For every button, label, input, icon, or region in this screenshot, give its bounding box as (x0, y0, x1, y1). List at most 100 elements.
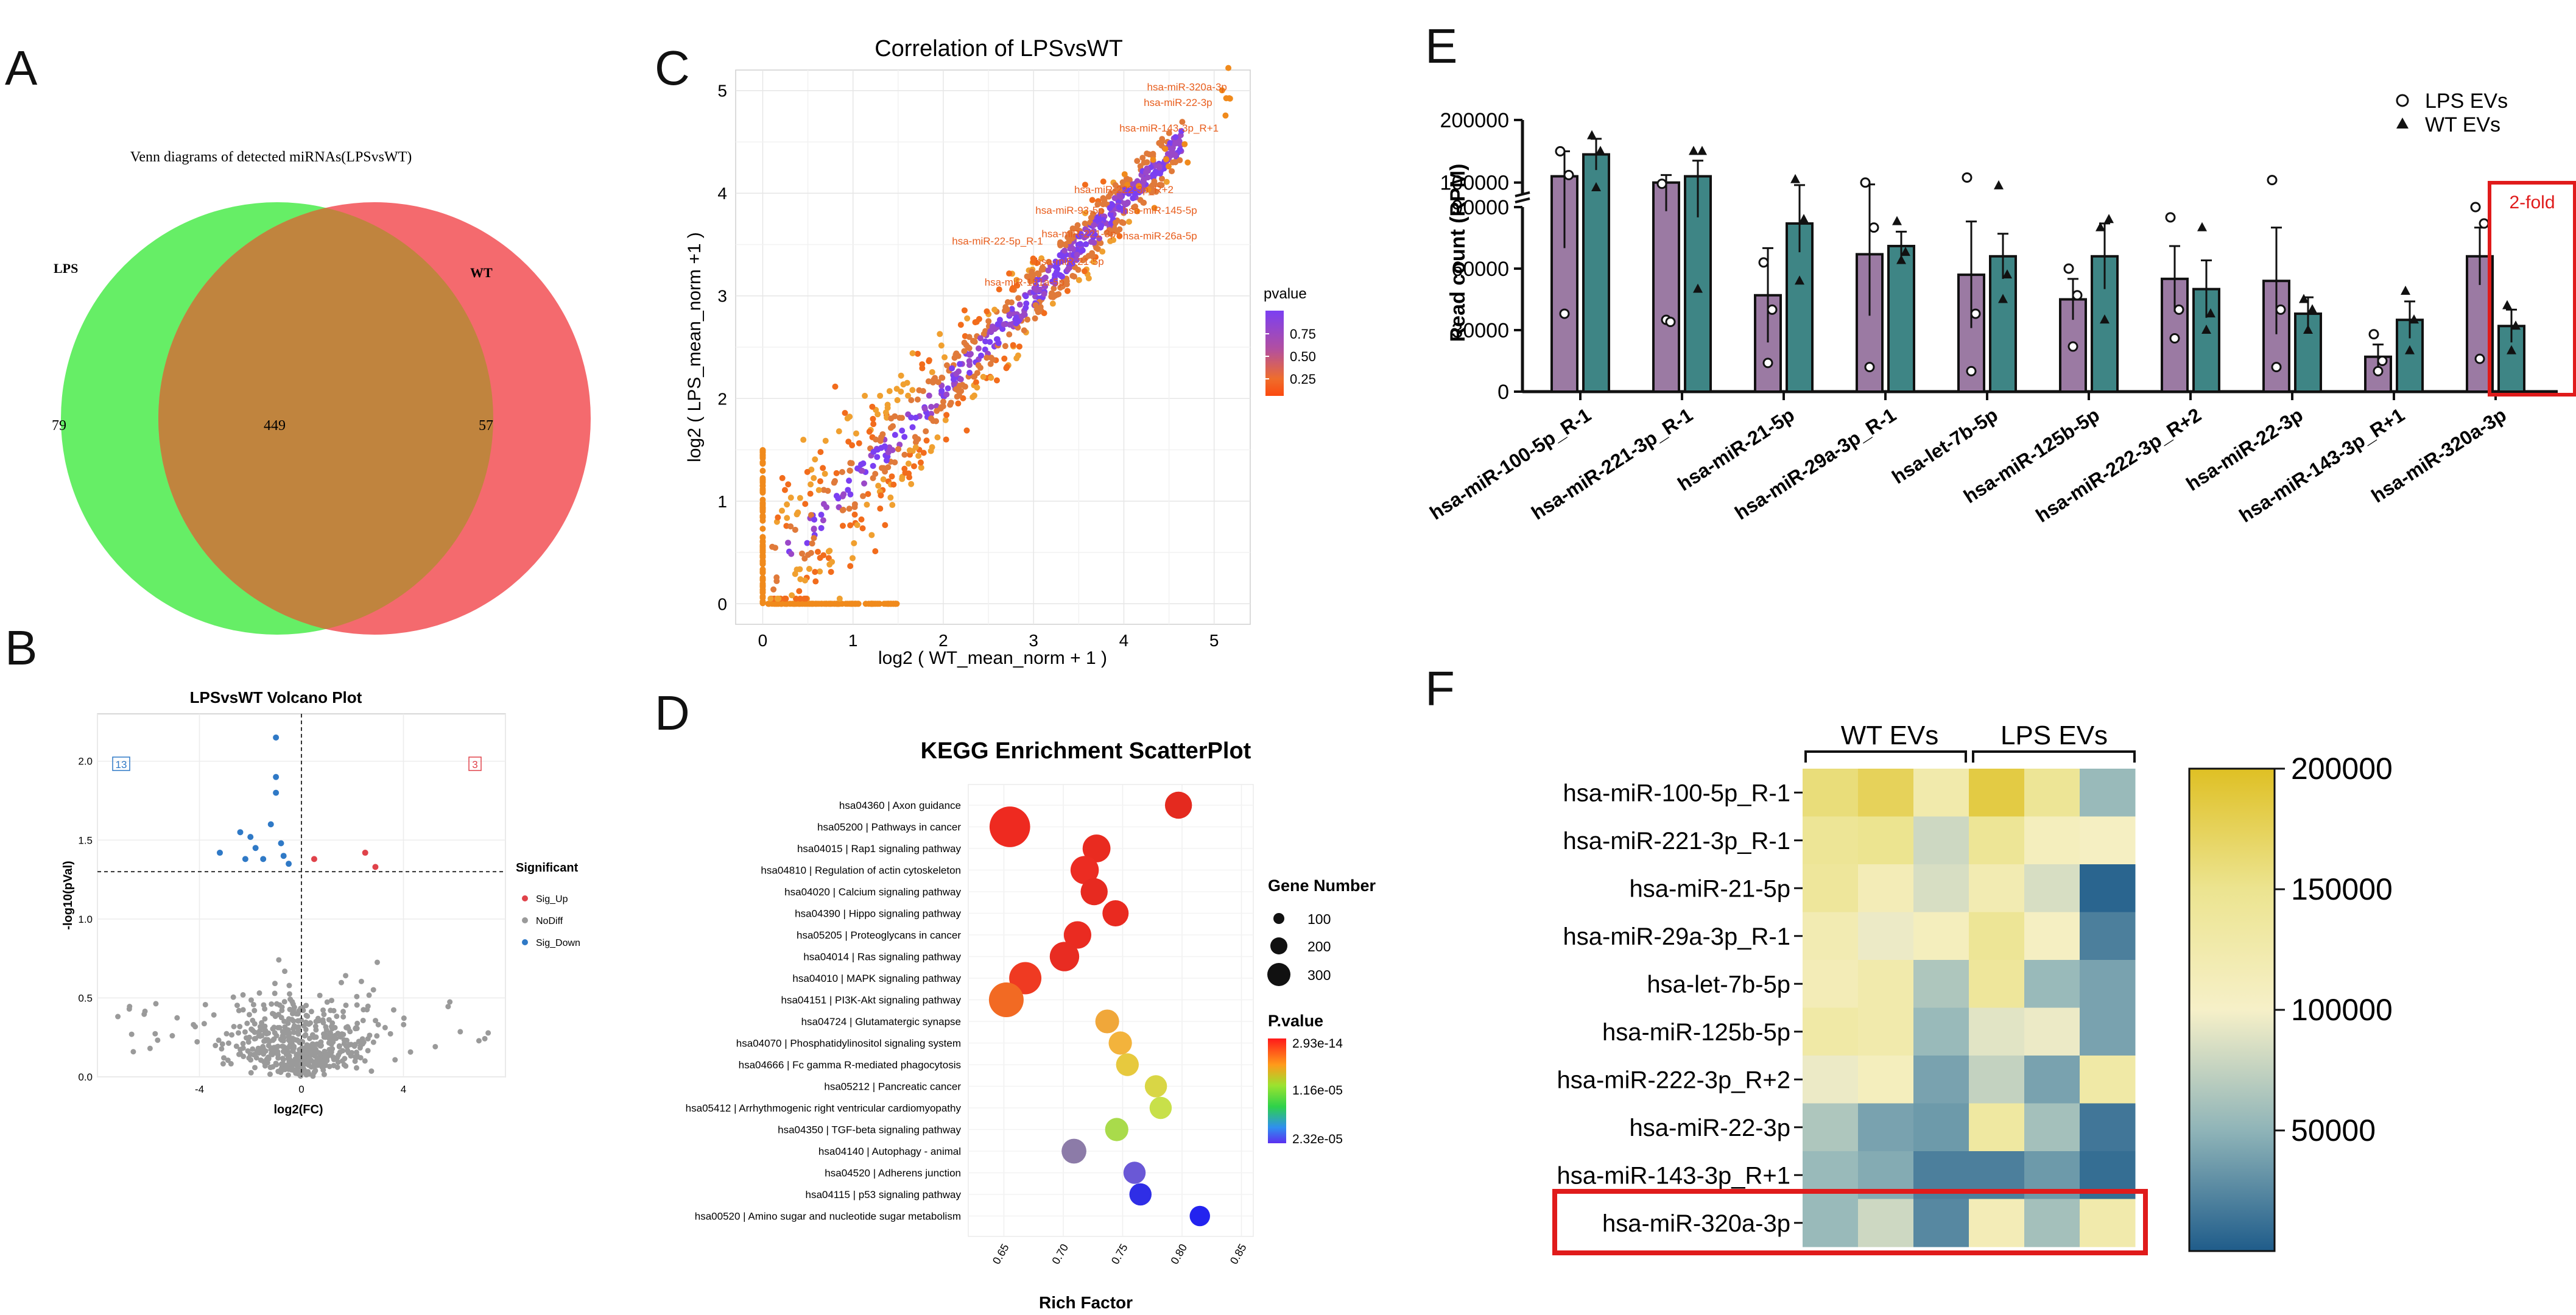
kegg-pathway-label: hsa04010 | MAPK signaling pathway (792, 973, 961, 984)
volcano-point-nodiff (219, 1046, 225, 1052)
heatmap-cell (2024, 912, 2080, 961)
volcano-point-nodiff (401, 1021, 407, 1028)
correlation-point (1225, 65, 1232, 71)
volcano-point-nodiff (225, 1057, 231, 1063)
correlation-point (846, 506, 853, 512)
correlation-ytick: 2 (717, 389, 727, 408)
correlation-point (1111, 195, 1118, 202)
bar-point-wt (2511, 320, 2521, 330)
heatmap-cell (2024, 1103, 2080, 1152)
volcano-up-count: 3 (472, 759, 477, 770)
correlation-point (1082, 220, 1088, 227)
correlation-point (1001, 321, 1007, 328)
correlation-point (1153, 188, 1160, 195)
kegg-pathway-dot (1144, 1075, 1167, 1098)
correlation-point (872, 548, 879, 555)
correlation-point (888, 415, 895, 422)
correlation-ytick: 5 (717, 82, 727, 100)
kegg-pathway-label: hsa04350 | TGF-beta signaling pathway (778, 1124, 961, 1136)
correlation-point (928, 404, 935, 411)
volcano-point-nodiff (279, 1066, 285, 1072)
correlation-point (926, 358, 932, 365)
panel-letter-b: B (5, 621, 38, 675)
bar-category-label: hsa-miR-29a-3p_R-1 (1731, 404, 1900, 524)
volcano-point-nodiff (300, 1049, 306, 1055)
correlation-point (1134, 208, 1141, 214)
heatmap-row-label: hsa-miR-100-5p_R-1 (1563, 780, 1790, 806)
correlation-point (848, 601, 854, 607)
heatmap-row-label: hsa-miR-222-3p_R+2 (1557, 1066, 1790, 1093)
correlation-point (953, 370, 960, 377)
volcano-point-nodiff (155, 1037, 161, 1043)
volcano-point-nodiff (273, 1001, 280, 1007)
correlation-point (926, 392, 932, 399)
correlation-legend-tick: 0.50 (1290, 349, 1316, 364)
correlation-point (963, 427, 970, 434)
correlation-point (1134, 158, 1141, 164)
correlation-point (908, 397, 915, 403)
heatmap-group-lps: LPS EVs (2001, 721, 2108, 750)
volcano-ytick: 1.0 (78, 914, 93, 925)
bar-category-label: hsa-miR-221-3p_R-1 (1527, 404, 1697, 524)
correlation-point (879, 465, 885, 471)
volcano-point-nodiff (352, 1054, 358, 1060)
volcano-point-nodiff (445, 1004, 451, 1010)
volcano-point-sig-down (273, 789, 280, 796)
correlation-point (883, 457, 890, 464)
volcano-point-nodiff (242, 1029, 248, 1035)
volcano-point-nodiff (128, 1031, 135, 1037)
correlation-point (802, 501, 809, 507)
correlation-point (767, 595, 774, 602)
volcano-point-nodiff (262, 1016, 268, 1022)
volcano-point-nodiff (313, 1027, 319, 1033)
correlation-point (820, 552, 827, 559)
bar-point-wt (2201, 325, 2211, 334)
volcano-point-nodiff (287, 996, 294, 1003)
kegg-color-legend-tick: 1.16e-05 (1292, 1084, 1343, 1098)
correlation-point (817, 449, 824, 456)
bar-ytick: 90000 (1451, 196, 1509, 219)
volcano-point-nodiff (262, 1060, 268, 1066)
correlation-point (1010, 342, 1016, 348)
volcano-point-nodiff (295, 1018, 301, 1024)
correlation-point (772, 545, 779, 551)
correlation-point (929, 444, 935, 451)
bar-point-lps (2165, 212, 2176, 223)
heatmap-cell (1913, 1056, 1969, 1104)
volcano-point-nodiff (338, 979, 344, 985)
correlation-point (885, 449, 892, 456)
volcano-point-sig-down (267, 821, 274, 828)
volcano-ytick: 0.5 (78, 992, 93, 1004)
correlation-point (820, 501, 827, 507)
correlation-point-label: hsa-miR-320a-3p (1147, 82, 1227, 93)
correlation-point (860, 493, 867, 499)
heatmap: hsa-miR-100-5p_R-1 hsa-miR-221-3p_R-1 hsa-… (1552, 721, 2393, 1255)
correlation-point (887, 601, 894, 607)
correlation-point (1052, 280, 1058, 287)
volcano-legend-nodiff-swatch (522, 917, 528, 923)
volcano-xlabel: log2(FC) (273, 1103, 323, 1116)
volcano-point-nodiff (281, 1044, 287, 1050)
volcano-point-nodiff (237, 1023, 243, 1029)
correlation-point (860, 460, 867, 467)
kegg-scatter: KEGG Enrichment ScatterPlot hsa04360 | A… (686, 738, 1376, 1312)
correlation-point (967, 351, 974, 358)
volcano-ytick: 1.5 (78, 834, 93, 846)
volcano-point-nodiff (310, 1073, 316, 1079)
correlation-point (808, 512, 815, 518)
volcano-point-nodiff (202, 1001, 208, 1007)
correlation-point (892, 432, 898, 439)
volcano-point-nodiff (328, 998, 334, 1004)
correlation-point (1177, 157, 1183, 164)
volcano-point-sig-down (247, 834, 254, 841)
correlation-point (1091, 239, 1097, 246)
correlation-point (1116, 233, 1123, 239)
correlation-point (820, 517, 826, 524)
correlation-point (1096, 216, 1103, 223)
correlation-point (870, 415, 876, 422)
kegg-pathway-dot (1061, 1138, 1086, 1164)
bar-point-wt (1790, 174, 1800, 183)
heatmap-scale-label: 100000 (2291, 993, 2393, 1027)
correlation-point (851, 540, 857, 546)
correlation-point (1109, 202, 1116, 208)
